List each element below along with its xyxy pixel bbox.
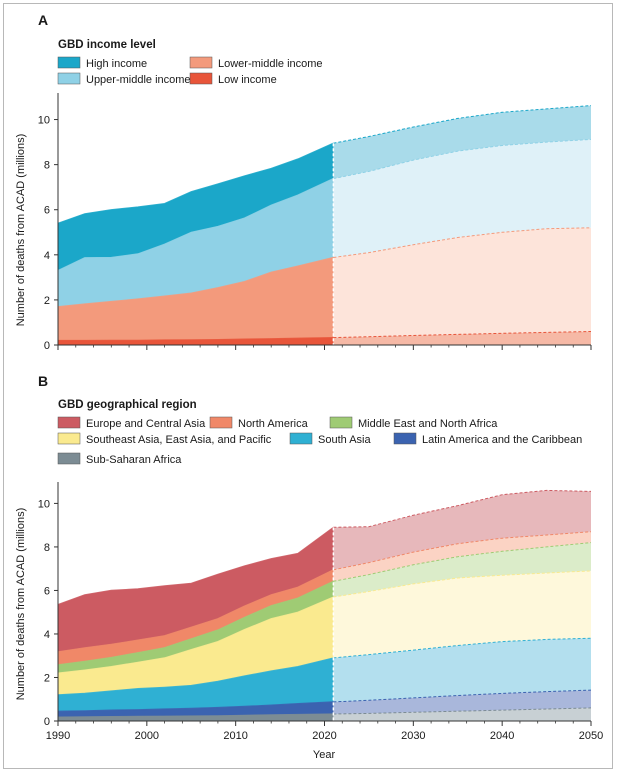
figure-frame bbox=[3, 3, 613, 769]
panel-b-legend-label-europe-and-central-asia: Europe and Central Asia bbox=[86, 418, 206, 430]
panel-a-legend-label-high-income: High income bbox=[86, 58, 147, 70]
panel-b-line-latin-america-and-the-caribbean-estimate bbox=[57, 701, 334, 712]
panel-a-area-lower-middle-income-forecast bbox=[333, 227, 591, 338]
panel-a-legend-label-upper-middle-income: Upper-middle income bbox=[86, 74, 191, 86]
panel-b-legend-title: GBD geographical region bbox=[58, 399, 197, 411]
panel-b-area-southeast-asia-east-asia-and-pacific-forecast bbox=[333, 570, 591, 658]
panel-b-line-middle-east-and-north-africa-estimate bbox=[57, 580, 334, 666]
panel-b-line-latin-america-and-the-caribbean-forecast bbox=[333, 689, 592, 703]
panel-b-area-latin-america-and-the-caribbean-forecast bbox=[333, 690, 591, 714]
panel-b-area-sub-saharan-africa-estimate bbox=[58, 714, 334, 721]
panel-b-line-north-america-estimate bbox=[57, 569, 334, 653]
panel-b-legend-label-middle-east-and-north-africa: Middle East and North Africa bbox=[358, 418, 498, 430]
panel-b-y-tick-label: 10 bbox=[38, 498, 50, 510]
panel-b-y-tick-label: 4 bbox=[44, 629, 50, 641]
panel-b-plot: 0 2 4 6 8 10 1990 2000 2010 2020 2030 2040 2050 Europ… bbox=[38, 416, 603, 742]
panel-a-y-tick-label: 0 bbox=[44, 340, 50, 352]
panel-b-area-middle-east-and-north-africa-forecast bbox=[333, 542, 591, 597]
panel-b-line-southeast-asia-east-asia-and-pacific-estimate bbox=[57, 596, 334, 674]
panel-a-y-axis-label: Number of deaths from ACAD (millions) bbox=[15, 134, 27, 327]
panel-a-legend-label-lower-middle-income: Lower-middle income bbox=[218, 58, 323, 70]
panel-b-area-south-asia-estimate bbox=[58, 657, 334, 712]
panel-b-x-tick-label: 2040 bbox=[490, 730, 514, 742]
panel-b-area-sub-saharan-africa-forecast bbox=[333, 707, 591, 721]
panel-a-legend-swatch-high-income bbox=[57, 56, 81, 69]
panel-b-x-tick-label: 2010 bbox=[223, 730, 247, 742]
panel-a-legend-label-low-income: Low income bbox=[218, 74, 277, 86]
panel-b-area-europe-and-central-asia-estimate bbox=[58, 527, 334, 652]
panel-b-legend-label-north-america: North America bbox=[238, 418, 309, 430]
panel-a-area-upper-middle-income-estimate bbox=[58, 178, 334, 307]
panel-b-legend-swatch-sub-saharan-africa bbox=[57, 452, 81, 465]
panel-b-legend-label-sub-saharan-africa: Sub-Saharan Africa bbox=[86, 454, 182, 466]
panel-b-legend-label-latin-america-and-the-caribbean: Latin America and the Caribbean bbox=[422, 434, 582, 446]
panel-a-y-tick-label: 6 bbox=[44, 205, 50, 217]
panel-b-legend-swatch-middle-east-and-north-africa bbox=[329, 416, 353, 429]
panel-b-y-tick-label: 6 bbox=[44, 585, 50, 597]
panel-b-y-tick-label: 8 bbox=[44, 542, 50, 554]
panel-b-line-sub-saharan-africa-forecast bbox=[333, 707, 592, 715]
panel-a-line-high-income-estimate bbox=[57, 142, 334, 224]
panel-a-area-low-income-forecast bbox=[333, 331, 591, 345]
panel-a-area-lower-middle-income-estimate bbox=[58, 257, 334, 341]
panel-b-area-europe-and-central-asia-forecast bbox=[333, 490, 591, 570]
panel-a-line-upper-middle-income-estimate bbox=[57, 178, 334, 272]
panel-b-y-tick-label: 2 bbox=[44, 672, 50, 684]
panel-a-legend-swatch-lower-middle-income bbox=[189, 56, 213, 69]
panel-b-legend-swatch-southeast-asia-east-asia-and-pacific bbox=[57, 432, 81, 445]
panel-a-area-high-income-estimate bbox=[58, 143, 334, 271]
panel-a-y-tick-label: 4 bbox=[44, 250, 50, 262]
panel-a-y-tick-label: 8 bbox=[44, 160, 50, 172]
panel-a-letter: A bbox=[38, 12, 48, 28]
panel-b-area-north-america-estimate bbox=[58, 569, 334, 665]
panel-b-legend-swatch-latin-america-and-the-caribbean bbox=[393, 432, 417, 445]
panel-b-x-tick-label: 1990 bbox=[46, 730, 70, 742]
panel-b-area-north-america-forecast bbox=[333, 531, 591, 582]
panel-a-area-low-income-estimate bbox=[58, 337, 334, 345]
panel-b-line-sub-saharan-africa-estimate bbox=[57, 713, 334, 718]
panel-b-area-south-asia-forecast bbox=[333, 638, 591, 702]
panel-a-line-lower-middle-income-estimate bbox=[57, 256, 334, 308]
panel-a-legend-swatch-low-income bbox=[189, 72, 213, 85]
panel-a-legend-swatch-upper-middle-income bbox=[57, 72, 81, 85]
panel-b-line-south-asia-estimate bbox=[57, 657, 334, 696]
panel-b-legend-label-southeast-asia-east-asia-and-pacific: Southeast Asia, East Asia, and Pacific bbox=[86, 434, 272, 446]
panel-b-legend-swatch-south-asia bbox=[289, 432, 313, 445]
panel-b-y-axis-label: Number of deaths from ACAD (millions) bbox=[15, 508, 27, 701]
panel-a-y-tick-label: 2 bbox=[44, 295, 50, 307]
panel-b-letter: B bbox=[38, 373, 48, 389]
panel-b-line-europe-and-central-asia-estimate bbox=[57, 526, 334, 606]
panel-a-line-upper-middle-income-forecast bbox=[333, 138, 592, 180]
panel-a-legend-title: GBD income level bbox=[58, 39, 156, 51]
panel-b-x-axis-label: Year bbox=[313, 749, 336, 761]
panel-a-line-low-income-forecast bbox=[333, 331, 592, 339]
panel-b-line-southeast-asia-east-asia-and-pacific-forecast bbox=[333, 570, 592, 598]
panel-a-line-lower-middle-income-forecast bbox=[333, 227, 592, 258]
panel-a-area-high-income-forecast bbox=[333, 105, 591, 179]
panel-a-line-high-income-forecast bbox=[333, 105, 592, 144]
panel-b-line-middle-east-and-north-africa-forecast bbox=[333, 542, 592, 582]
panel-b-line-north-america-forecast bbox=[333, 531, 592, 571]
panel-b-x-tick-label: 2020 bbox=[312, 730, 336, 742]
panel-b-line-south-asia-forecast bbox=[333, 637, 592, 659]
panel-a-line-low-income-estimate bbox=[58, 337, 334, 342]
panel-b-x-tick-label: 2050 bbox=[579, 730, 603, 742]
panel-b-y-tick-label: 0 bbox=[44, 716, 50, 728]
panel-a-plot: 0 2 4 6 8 10 High income Lower-middle income Upp… bbox=[38, 56, 592, 352]
panel-b-legend-swatch-europe-and-central-asia bbox=[57, 416, 81, 429]
panel-b-line-europe-and-central-asia-forecast bbox=[333, 489, 592, 528]
panel-b-legend-label-south-asia: South Asia bbox=[318, 434, 371, 446]
panel-b-legend-swatch-north-america bbox=[209, 416, 233, 429]
panel-a-area-upper-middle-income-forecast bbox=[333, 139, 591, 258]
panel-a-y-tick-label: 10 bbox=[38, 115, 50, 127]
panel-b-x-tick-label: 2030 bbox=[401, 730, 425, 742]
panel-b-area-middle-east-and-north-africa-estimate bbox=[58, 581, 334, 674]
panel-b-x-tick-label: 2000 bbox=[135, 730, 159, 742]
